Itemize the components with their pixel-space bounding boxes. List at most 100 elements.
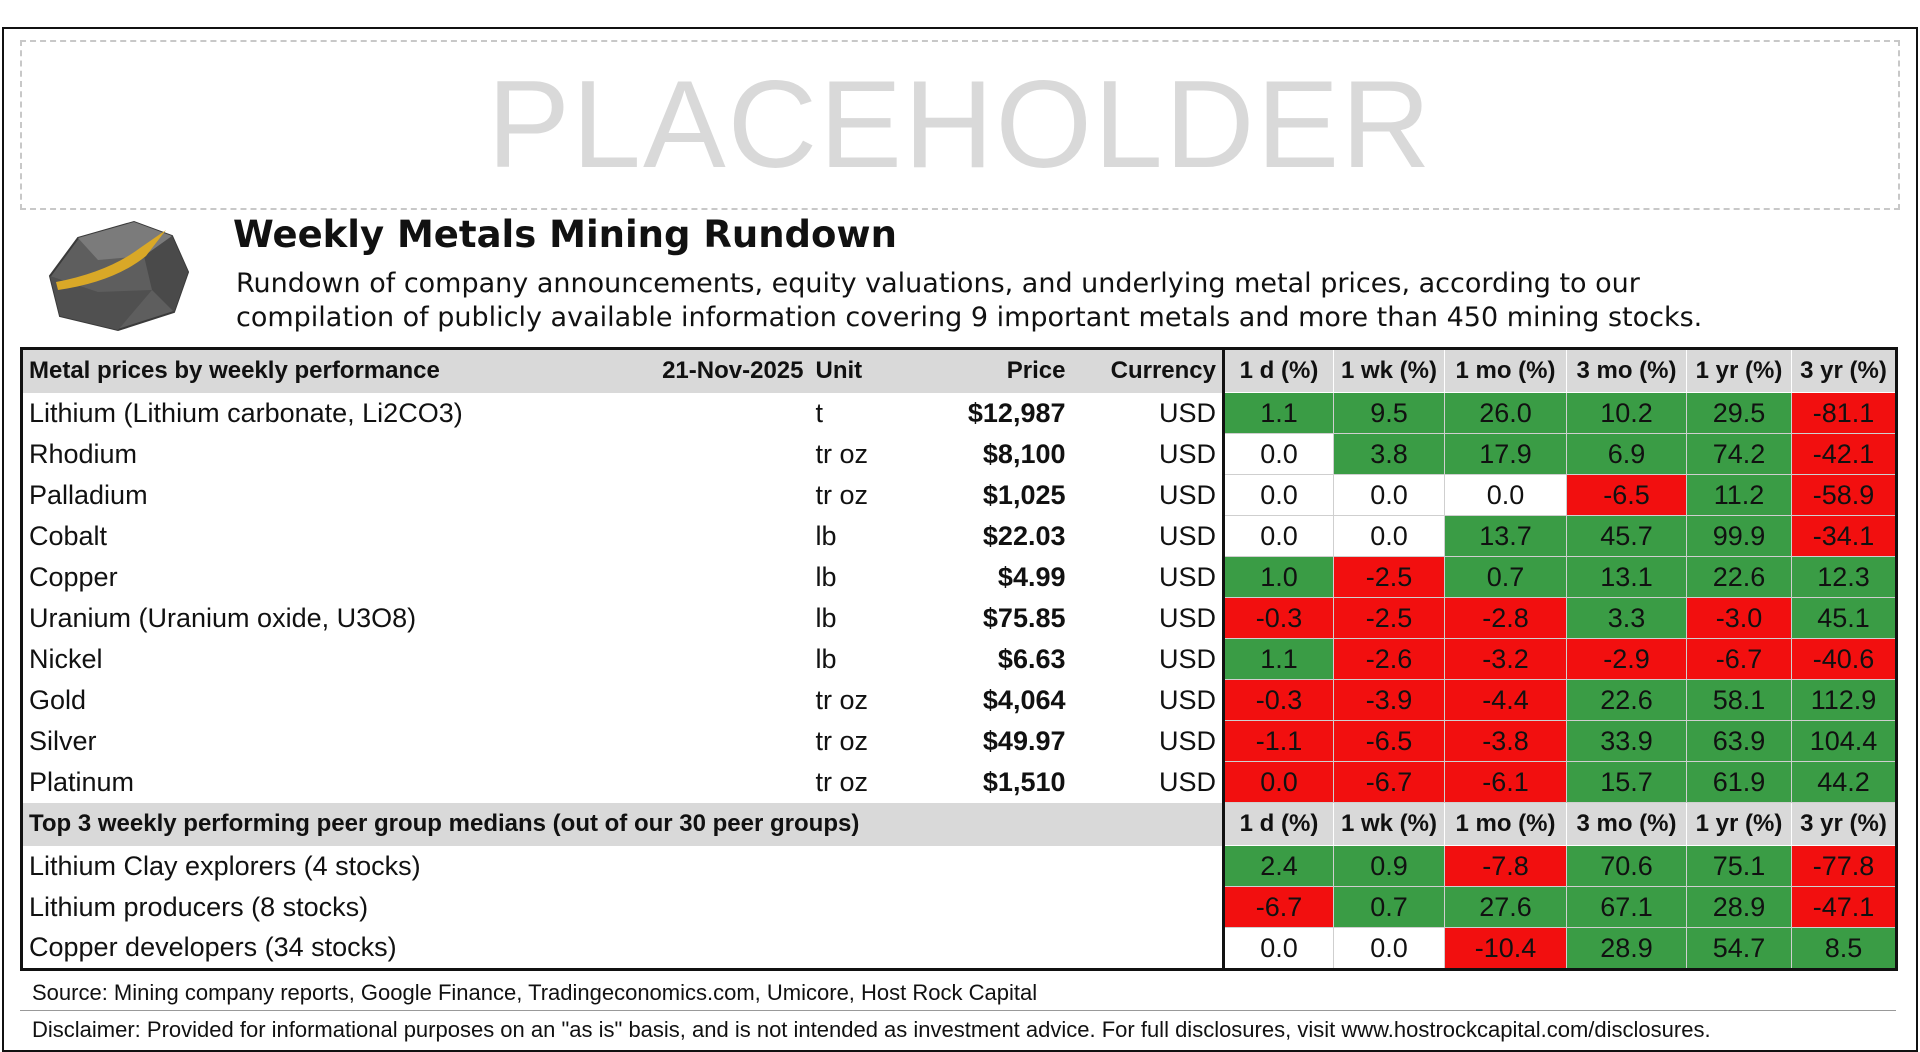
change-cell: -7.8 <box>1444 845 1567 887</box>
change-cell: 58.1 <box>1686 679 1792 721</box>
placeholder-banner: PLACEHOLDER <box>20 40 1900 210</box>
change-cell: -6.7 <box>1333 761 1445 803</box>
header-cell: 1 yr (%) <box>1686 348 1792 393</box>
change-cell: 9.5 <box>1333 392 1445 434</box>
change-cell: 28.9 <box>1686 886 1792 928</box>
currency: USD <box>1071 392 1225 434</box>
price: $6.63 <box>997 643 1066 674</box>
frame <box>2 27 1918 1052</box>
change-cell: 17.9 <box>1444 433 1567 475</box>
change-cell: 0.0 <box>1333 515 1445 557</box>
unit: tr oz <box>815 438 869 469</box>
change-cell: 1.1 <box>1223 392 1334 434</box>
change-cell: -3.2 <box>1444 638 1567 680</box>
change-cell: -3.0 <box>1686 597 1792 639</box>
header-cell: Price <box>911 348 1072 393</box>
rock-icon <box>48 220 190 332</box>
change-cell: -6.1 <box>1444 761 1567 803</box>
change-cell: 74.2 <box>1686 433 1792 475</box>
source: Source: Mining company reports, Google F… <box>32 980 1038 1005</box>
table-row: Cobalt lb $22.03 USD 0.0 0.0 13.7 45.7 99.9 -34.1 <box>22 515 1897 557</box>
peer-group-name: Lithium Clay explorers (4 stocks) <box>21 845 1225 887</box>
change-cell: 0.0 <box>1223 474 1334 516</box>
price: $1,510 <box>982 766 1066 797</box>
unit: lb <box>815 520 837 551</box>
title: Weekly Metals Mining Rundown <box>233 213 897 256</box>
table-row: Uranium (Uranium oxide, U3O8) lb $75.85 USD… <box>22 597 1897 639</box>
change-cell: 22.6 <box>1566 679 1687 721</box>
header-cell: 3 mo (%) <box>1566 802 1687 846</box>
currency: USD <box>1071 597 1225 639</box>
change-cell: -81.1 <box>1791 392 1897 434</box>
subtitle: compilation of publicly available inform… <box>236 302 1703 333</box>
header-cell: 3 mo (%) <box>1566 348 1687 393</box>
unit: tr oz <box>815 684 869 715</box>
change-cell: 0.0 <box>1223 761 1334 803</box>
change-cell: 33.9 <box>1566 720 1687 762</box>
header-cell: 1 mo (%) <box>1444 348 1567 393</box>
change-cell: -2.6 <box>1333 638 1445 680</box>
metal-name: Lithium (Lithium carbonate, Li2CO3) <box>29 397 463 428</box>
metal-name: Gold <box>29 684 87 715</box>
change-cell: -6.5 <box>1566 474 1687 516</box>
change-cell: 0.7 <box>1333 886 1445 928</box>
change-cell: 1.1 <box>1223 638 1334 680</box>
metal-name: Palladium <box>29 479 148 510</box>
change-cell: 67.1 <box>1566 886 1687 928</box>
peer-group-name: Copper developers (34 stocks) <box>21 927 1225 970</box>
metals-table: Metal prices by weekly performance 21-Nov… <box>20 347 1898 971</box>
header-cell: 1 wk (%) <box>1333 348 1445 393</box>
currency: USD <box>1071 515 1225 557</box>
change-cell: -2.8 <box>1444 597 1567 639</box>
price: $22.03 <box>982 520 1066 551</box>
header-cell: 1 d (%) <box>1223 802 1334 846</box>
change-cell: 6.9 <box>1566 433 1687 475</box>
change-cell: 10.2 <box>1566 392 1687 434</box>
change-cell: 27.6 <box>1444 886 1567 928</box>
change-cell: 45.1 <box>1791 597 1897 639</box>
metal-name: Rhodium <box>29 438 138 469</box>
header-cell: Metal prices by weekly performance <box>21 348 642 393</box>
price: $12,987 <box>967 397 1066 428</box>
table-row: Silver tr oz $49.97 USD -1.1 -6.5 -3.8 33.9 63.9… <box>22 720 1897 762</box>
change-cell: 2.4 <box>1223 845 1334 887</box>
unit: tr oz <box>815 766 869 797</box>
change-cell: 0.0 <box>1333 927 1445 970</box>
change-cell: -47.1 <box>1791 886 1897 928</box>
change-cell: -3.8 <box>1444 720 1567 762</box>
change-cell: 0.0 <box>1223 433 1334 475</box>
change-cell: 1.0 <box>1223 556 1334 598</box>
peer-group-name: Lithium producers (8 stocks) <box>21 886 1225 928</box>
change-cell: -6.5 <box>1333 720 1445 762</box>
divider <box>20 1010 1896 1011</box>
change-cell: 63.9 <box>1686 720 1792 762</box>
price: $4.99 <box>997 561 1066 592</box>
change-cell: 0.7 <box>1444 556 1567 598</box>
change-cell: 0.0 <box>1223 515 1334 557</box>
header-cell: 1 mo (%) <box>1444 802 1567 846</box>
currency: USD <box>1071 474 1225 516</box>
change-cell: 0.0 <box>1333 474 1445 516</box>
header-cell: 1 wk (%) <box>1333 802 1445 846</box>
currency: USD <box>1071 679 1225 721</box>
change-cell: 0.0 <box>1444 474 1567 516</box>
metal-name: Silver <box>29 725 97 756</box>
table-row: Platinum tr oz $1,510 USD 0.0 -6.7 -6.1 15.7 61.… <box>22 761 1897 803</box>
change-cell: 3.3 <box>1566 597 1687 639</box>
currency: USD <box>1071 761 1225 803</box>
metal-name: Nickel <box>29 643 103 674</box>
currency: USD <box>1071 720 1225 762</box>
unit: t <box>815 397 824 428</box>
header-cell: 3 yr (%) <box>1791 802 1897 846</box>
metal-name: Uranium (Uranium oxide, U3O8) <box>29 602 417 633</box>
currency: USD <box>1071 638 1225 680</box>
table-row: Nickel lb $6.63 USD 1.1 -2.6 -3.2 -2.9 -6.7 -40.6 <box>22 638 1897 680</box>
change-cell: -6.7 <box>1223 886 1334 928</box>
change-cell: 45.7 <box>1566 515 1687 557</box>
change-cell: 28.9 <box>1566 927 1687 970</box>
table-row: Top 3 weekly performing peer group media… <box>21 802 1897 846</box>
unit: lb <box>815 643 837 674</box>
price: $1,025 <box>982 479 1066 510</box>
change-cell: -2.5 <box>1333 556 1445 598</box>
